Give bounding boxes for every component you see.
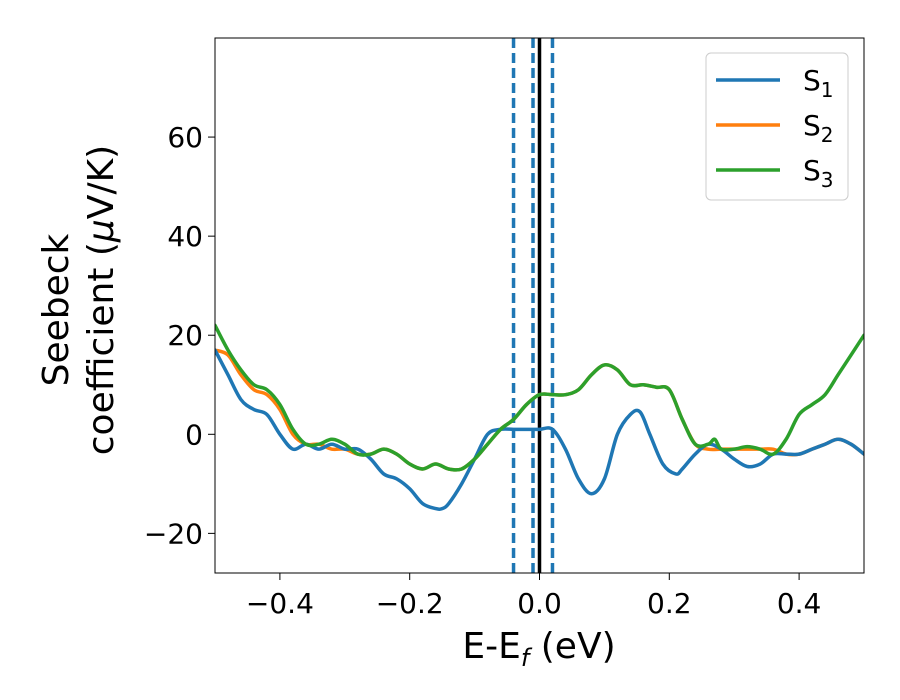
legend-label-s2: S2 (803, 109, 834, 147)
x-axis-label: E-Ef (eV) (462, 626, 615, 672)
y-tick-label: 20 (167, 319, 203, 352)
x-tick-label: 0.2 (647, 587, 692, 620)
y-axis-label-line2: coefficient (μV/K) (81, 145, 122, 455)
x-tick-label: 0.0 (517, 587, 562, 620)
series-layer (215, 323, 864, 511)
y-axis: −20 0 20 40 60 (144, 121, 215, 550)
y-axis-label-line1: Seebeck (36, 233, 77, 386)
y-tick-label: 40 (167, 220, 203, 253)
y-tick-label: −20 (144, 517, 203, 550)
vertical-reference-lines (511, 38, 555, 573)
series-line-s3 (215, 323, 864, 472)
legend-label-s1: S1 (803, 64, 834, 102)
legend-label-s3: S3 (803, 154, 834, 192)
series-line-s1 (215, 348, 864, 511)
y-tick-label: 60 (167, 121, 203, 154)
y-tick-label: 0 (185, 418, 203, 451)
x-tick-label: −0.4 (246, 587, 314, 620)
x-tick-label: 0.4 (777, 587, 822, 620)
x-axis: −0.4 −0.2 0.0 0.2 0.4 (246, 573, 821, 620)
legend: S1 S2 S3 (705, 52, 849, 201)
x-tick-label: −0.2 (376, 587, 444, 620)
